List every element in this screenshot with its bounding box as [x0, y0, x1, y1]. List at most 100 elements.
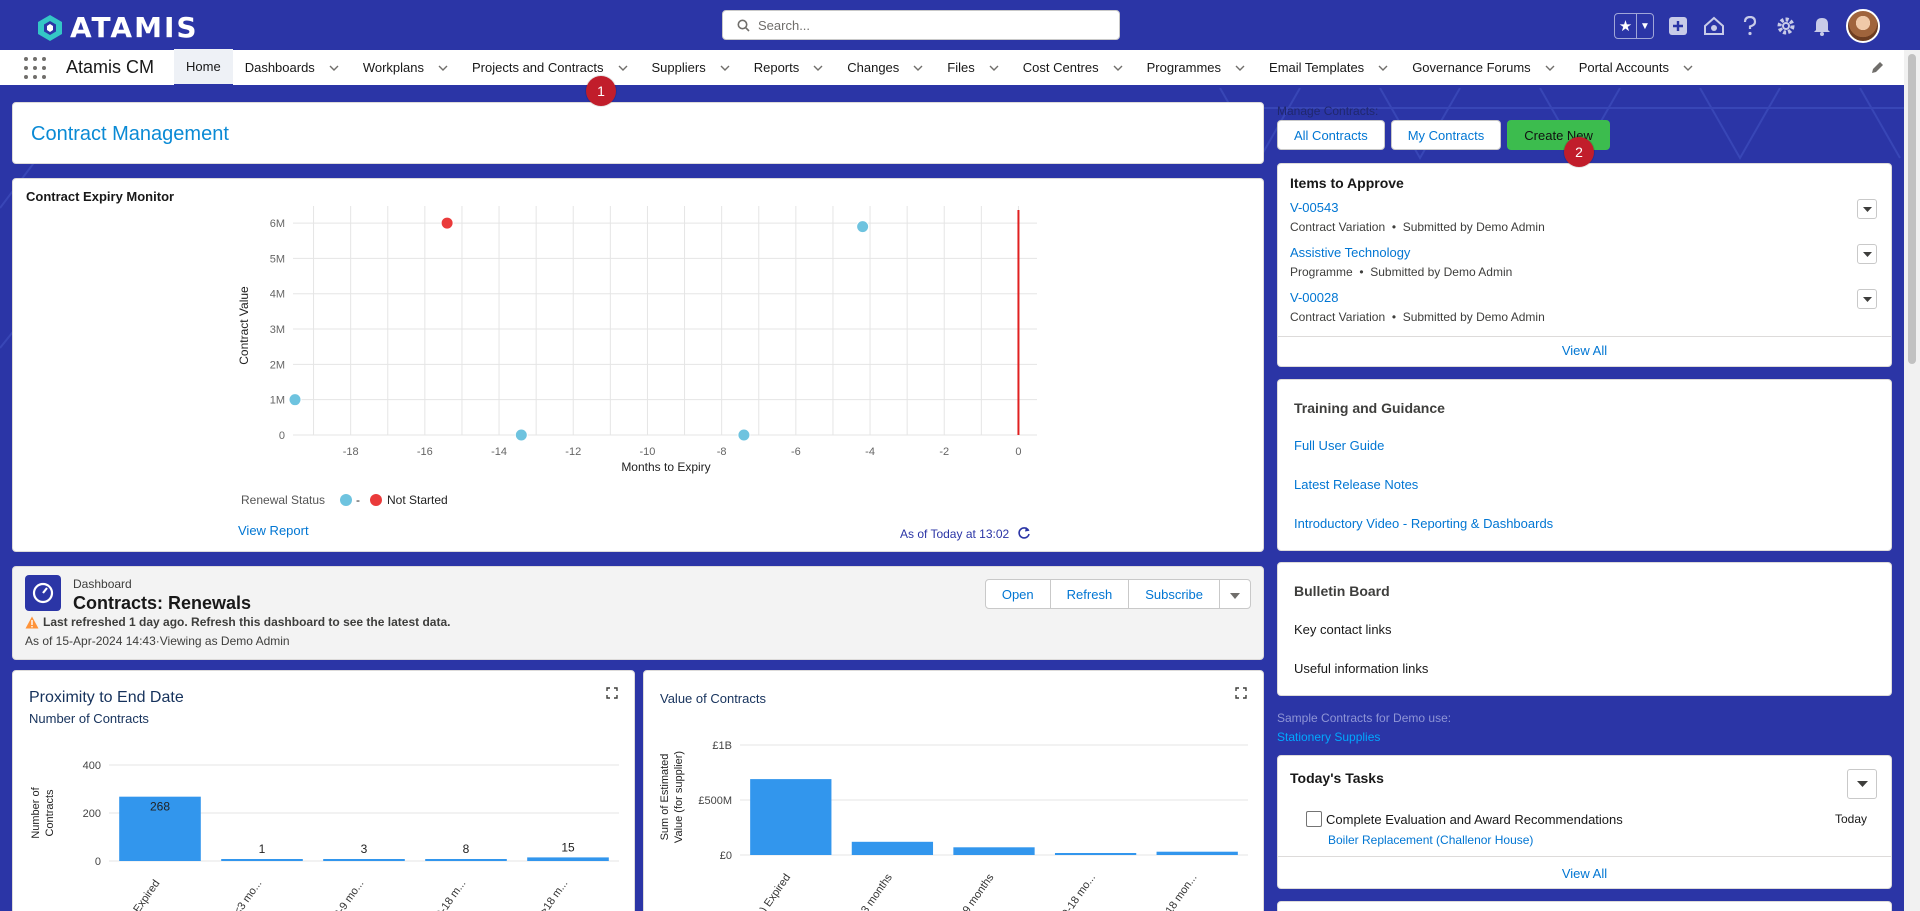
global-actions-icon[interactable]	[1666, 14, 1690, 38]
manage-contracts-buttons: All Contracts My Contracts Create New	[1277, 120, 1610, 150]
nav-tab-changes[interactable]: Changes	[835, 49, 935, 87]
bar	[323, 859, 405, 861]
release-notes-link[interactable]: Latest Release Notes	[1294, 477, 1419, 492]
y-tick-label: 1M	[270, 395, 285, 407]
caret-down-icon	[1230, 592, 1240, 599]
intro-video-link[interactable]: Introductory Video - Reporting & Dashboa…	[1294, 516, 1554, 531]
create-new-button[interactable]: Create New	[1507, 120, 1610, 150]
task-related-link[interactable]: Boiler Replacement (Challenor House)	[1328, 833, 1534, 847]
legend-swatch	[340, 494, 352, 506]
approval-item-link[interactable]: Assistive Technology	[1290, 245, 1411, 260]
nav-tab-suppliers[interactable]: Suppliers	[640, 49, 742, 87]
contract-expiry-monitor-card: Contract Expiry Monitor 0 1M 2M 3M 4M 5M 6M -18…	[12, 178, 1264, 552]
chevron-down-icon[interactable]	[438, 65, 448, 71]
nav-tab-cost-centres[interactable]: Cost Centres	[1011, 49, 1135, 87]
approval-item: V-00543 Contract Variation • Submitted b…	[1290, 200, 1545, 234]
nav-tab-label: Suppliers	[651, 60, 706, 75]
chevron-down-icon[interactable]	[1378, 65, 1388, 71]
chevron-down-icon[interactable]	[329, 65, 339, 71]
approval-item-link[interactable]: V-00028	[1290, 290, 1339, 305]
x-tick-label: d) 9-18 m...	[426, 878, 468, 911]
nav-tab-programmes[interactable]: Programmes	[1135, 49, 1257, 87]
nav-tab-dashboards[interactable]: Dashboards	[233, 49, 351, 87]
bar	[425, 859, 507, 861]
data-label: 8	[463, 842, 470, 856]
full-user-guide-link[interactable]: Full User Guide	[1294, 438, 1385, 453]
data-label: 3	[361, 842, 368, 856]
edit-nav-pencil-icon[interactable]	[1870, 61, 1884, 75]
chevron-down-icon[interactable]	[913, 65, 923, 71]
expand-icon[interactable]	[1235, 687, 1247, 699]
nav-tab-label: Reports	[753, 60, 800, 75]
tasks-menu-button[interactable]	[1847, 769, 1877, 799]
subscribe-button[interactable]: Subscribe	[1128, 579, 1220, 609]
approval-item-menu-button[interactable]	[1857, 199, 1877, 219]
all-contracts-button[interactable]: All Contracts	[1277, 120, 1385, 150]
divider	[1278, 856, 1891, 857]
warning-icon	[25, 616, 39, 628]
user-avatar[interactable]	[1846, 9, 1880, 43]
app-name: Atamis CM	[66, 57, 155, 77]
y-tick-label: £1B	[712, 740, 732, 752]
y-tick-label: £0	[720, 850, 732, 862]
bulletin-title: Bulletin Board	[1294, 583, 1390, 599]
nav-tab-label: Email Templates	[1269, 60, 1365, 75]
x-tick-label: -18	[343, 446, 359, 458]
chevron-down-icon[interactable]	[1235, 65, 1245, 71]
refresh-icon[interactable]	[1017, 526, 1031, 540]
gear-icon[interactable]	[1774, 14, 1798, 38]
view-report-link[interactable]: View Report	[238, 523, 309, 538]
my-contracts-button[interactable]: My Contracts	[1390, 120, 1502, 150]
dashboard-as-of: As of 15-Apr-2024 14:43·Viewing as Demo …	[25, 634, 290, 648]
app-launcher-icon[interactable]	[24, 56, 46, 79]
help-icon[interactable]	[1738, 14, 1762, 38]
trailhead-icon[interactable]	[1702, 14, 1726, 38]
nav-tab-files[interactable]: Files	[935, 49, 1010, 87]
nav-tab-email-templates[interactable]: Email Templates	[1257, 49, 1400, 87]
chevron-down-icon[interactable]	[1113, 65, 1123, 71]
global-search[interactable]	[722, 10, 1120, 40]
x-tick-label: -12	[565, 446, 581, 458]
y-tick-label: 0	[95, 856, 101, 868]
value-bar-chart: £0 £500M £1B a) Expired b) <3 months c) 3-9 m…	[659, 740, 1248, 911]
approval-item-link[interactable]: V-00543	[1290, 200, 1339, 215]
refresh-button[interactable]: Refresh	[1049, 579, 1130, 609]
expand-icon[interactable]	[606, 687, 618, 699]
nav-tab-portal-accounts[interactable]: Portal Accounts	[1567, 49, 1705, 87]
chevron-down-icon[interactable]	[618, 65, 628, 71]
task-checkbox[interactable]	[1306, 811, 1322, 827]
atamis-logo[interactable]: ATAMIS	[36, 11, 199, 44]
bulletin-board-card: Bulletin Board Key contact links Useful …	[1277, 562, 1892, 696]
more-actions-button[interactable]	[1219, 579, 1251, 609]
bar	[527, 857, 609, 861]
chevron-down-icon[interactable]	[813, 65, 823, 71]
nav-tab-reports[interactable]: Reports	[742, 49, 836, 87]
open-button[interactable]: Open	[984, 579, 1051, 609]
chevron-down-icon[interactable]	[989, 65, 999, 71]
approval-item-menu-button[interactable]	[1857, 289, 1877, 309]
favorites-star-icon[interactable]: ★	[1618, 18, 1633, 35]
items-to-approve-card: Items to Approve V-00543 Contract Variat…	[1277, 163, 1892, 367]
scatter-point	[440, 216, 454, 230]
approve-view-all-link[interactable]: View All	[1561, 343, 1608, 358]
x-tick-label: e) >18 mon...	[1152, 872, 1199, 911]
x-tick-label: -6	[791, 446, 801, 458]
chevron-down-icon[interactable]	[1545, 65, 1555, 71]
scrollbar-thumb[interactable]	[1908, 54, 1916, 364]
x-tick-label: -16	[417, 446, 433, 458]
favorites-dropdown-icon[interactable]: ▼	[1636, 14, 1653, 38]
nav-tab-projects-and-contracts[interactable]: Projects and Contracts	[460, 49, 640, 87]
approval-item-menu-button[interactable]	[1857, 244, 1877, 264]
nav-tab-home[interactable]: Home	[174, 48, 233, 87]
stationery-supplies-link[interactable]: Stationery Supplies	[1277, 730, 1381, 744]
nav-tab-governance-forums[interactable]: Governance Forums	[1400, 49, 1567, 87]
chart-title: Contract Expiry Monitor	[26, 189, 175, 204]
chevron-down-icon[interactable]	[720, 65, 730, 71]
tasks-view-all-link[interactable]: View All	[1561, 866, 1608, 881]
bell-icon[interactable]	[1810, 14, 1834, 38]
nav-tab-workplans[interactable]: Workplans	[351, 49, 460, 87]
chevron-down-icon[interactable]	[1683, 65, 1693, 71]
search-input[interactable]	[758, 17, 1098, 33]
tasks-title: Today's Tasks	[1290, 770, 1384, 786]
page-scrollbar[interactable]	[1904, 50, 1920, 911]
